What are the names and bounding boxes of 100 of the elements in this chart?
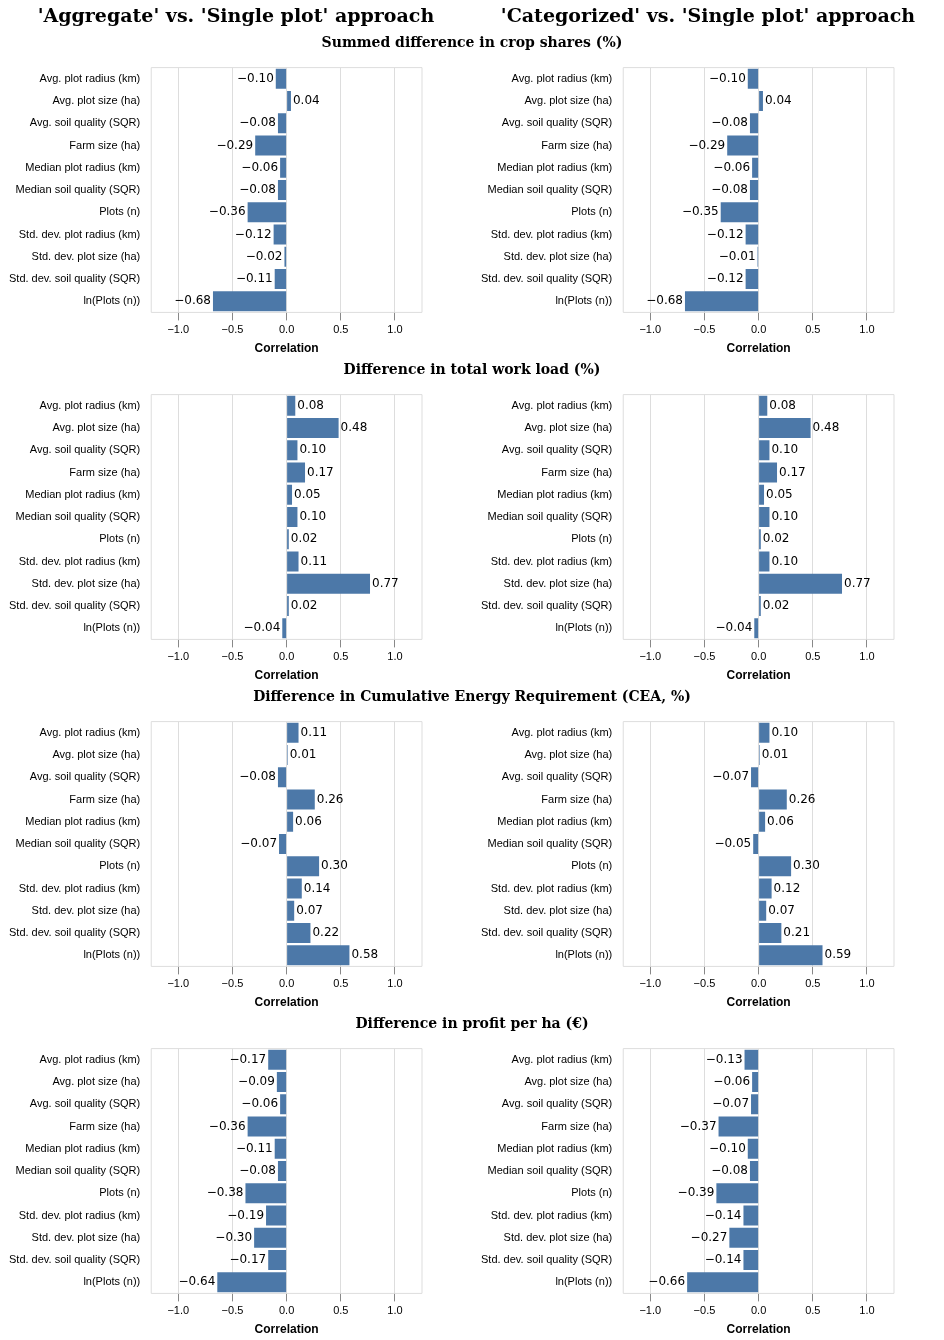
y-tick-label: Median soil quality (SQR) — [15, 183, 141, 196]
data-label: −0.29 — [688, 137, 726, 152]
bar — [759, 945, 823, 966]
x-tick-label: 1.0 — [859, 1304, 875, 1317]
data-label: 0.08 — [769, 397, 796, 412]
data-label: 0.77 — [372, 575, 399, 590]
data-label: −0.08 — [239, 769, 276, 784]
x-tick-label: −0.5 — [693, 977, 716, 990]
data-label: 0.10 — [771, 509, 799, 524]
y-tick-label: Std. dev. plot size (ha) — [503, 249, 613, 262]
data-label: 0.02 — [290, 598, 318, 613]
y-tick-label: Std. dev. plot radius (km) — [490, 1208, 613, 1221]
data-label: 0.01 — [761, 747, 789, 762]
y-tick-label: Avg. plot radius (km) — [511, 71, 613, 84]
data-label: 0.77 — [844, 575, 871, 590]
y-tick-label: Avg. soil quality (SQR) — [29, 443, 141, 456]
data-label: 0.11 — [300, 724, 328, 739]
bar — [287, 789, 315, 810]
data-label: 0.07 — [296, 902, 323, 917]
x-tick-label: 0.5 — [333, 650, 349, 663]
y-tick-label: Farm size (ha) — [541, 138, 613, 151]
y-tick-label: Avg. plot size (ha) — [524, 1075, 613, 1088]
y-tick-label: Std. dev. plot radius (km) — [18, 554, 141, 567]
x-tick-label: 1.0 — [859, 650, 875, 663]
y-tick-label: Avg. plot size (ha) — [524, 94, 613, 107]
y-tick-label: Std. dev. plot size (ha) — [503, 1230, 613, 1243]
data-label: −0.08 — [239, 182, 276, 197]
x-tick-label: 0.0 — [278, 650, 295, 663]
y-tick-label: Plots (n) — [99, 1186, 141, 1199]
y-tick-label: Median plot radius (km) — [25, 814, 141, 827]
data-label: 0.10 — [771, 553, 799, 568]
x-tick-label: 0.5 — [805, 1304, 821, 1317]
data-label: 0.14 — [303, 880, 331, 895]
bar — [751, 767, 759, 788]
chart-title: 'Aggregate' vs. 'Single plot' approach — [36, 4, 436, 26]
y-tick-label: Std. dev. soil quality (SQR) — [9, 599, 141, 612]
data-label: −0.36 — [208, 1118, 246, 1133]
bar — [287, 506, 298, 528]
data-label: 0.10 — [771, 724, 799, 739]
data-label: 0.02 — [290, 531, 318, 546]
x-axis-title: Correlation — [254, 668, 319, 683]
y-tick-label: Avg. plot size (ha) — [524, 421, 613, 434]
y-tick-label: Plots (n) — [99, 859, 141, 872]
y-tick-label: Std. dev. plot radius (km) — [490, 881, 613, 894]
y-tick-label: Avg. soil quality (SQR) — [501, 770, 613, 783]
y-tick-label: Std. dev. plot radius (km) — [490, 227, 613, 240]
y-tick-label: Avg. plot size (ha) — [52, 94, 141, 107]
bar — [759, 551, 770, 572]
data-label: 0.02 — [762, 598, 790, 613]
y-tick-label: Avg. plot radius (km) — [511, 1052, 613, 1065]
x-tick-label: −0.5 — [693, 650, 716, 663]
data-label: 0.30 — [793, 858, 820, 873]
y-tick-label: Farm size (ha) — [69, 138, 141, 151]
y-tick-label: Std. dev. soil quality (SQR) — [9, 926, 141, 939]
y-tick-label: Median plot radius (km) — [25, 1141, 141, 1154]
data-label: −0.13 — [705, 1051, 743, 1066]
x-axis-title: Correlation — [254, 341, 319, 356]
x-axis-title: Correlation — [726, 668, 791, 683]
y-tick-label: Median soil quality (SQR) — [15, 837, 141, 850]
data-label: 0.07 — [768, 902, 795, 917]
x-tick-label: 1.0 — [859, 977, 875, 990]
data-label: 0.21 — [783, 925, 811, 940]
x-axis-title: Correlation — [254, 1322, 319, 1337]
y-tick-label: Avg. plot radius (km) — [511, 725, 613, 738]
x-tick-label: 0.0 — [750, 650, 767, 663]
data-label: −0.68 — [174, 293, 211, 308]
y-tick-label: Plots (n) — [99, 205, 141, 218]
y-tick-label: ln(Plots (n)) — [83, 621, 141, 634]
y-tick-label: Std. dev. soil quality (SQR) — [481, 926, 613, 939]
bar — [287, 722, 299, 743]
data-label: −0.05 — [714, 836, 752, 851]
y-tick-label: Std. dev. plot radius (km) — [18, 881, 141, 894]
y-tick-label: Avg. plot size (ha) — [52, 748, 141, 761]
data-label: 0.04 — [764, 93, 792, 108]
bar — [759, 789, 787, 810]
data-label: 0.22 — [312, 925, 340, 940]
x-tick-label: 0.5 — [333, 1304, 349, 1317]
x-tick-label: 1.0 — [387, 1304, 403, 1317]
x-tick-label: −1.0 — [167, 323, 190, 336]
bar — [759, 856, 792, 877]
data-label: −0.04 — [243, 620, 281, 635]
y-tick-label: Std. dev. soil quality (SQR) — [481, 1253, 613, 1266]
bar — [759, 417, 811, 438]
y-tick-label: Median soil quality (SQR) — [15, 1164, 141, 1177]
y-tick-label: Median soil quality (SQR) — [487, 183, 613, 196]
data-label: −0.08 — [239, 115, 276, 130]
data-label: 0.58 — [351, 947, 379, 962]
x-tick-label: 1.0 — [387, 650, 403, 663]
y-tick-label: Plots (n) — [571, 1186, 613, 1199]
y-tick-label: ln(Plots (n)) — [83, 294, 141, 307]
bar — [287, 900, 295, 921]
data-label: 0.02 — [762, 531, 790, 546]
y-tick-label: Avg. plot radius (km) — [39, 725, 141, 738]
x-tick-label: −0.5 — [693, 323, 716, 336]
data-label: −0.04 — [715, 620, 753, 635]
data-label: 0.04 — [292, 93, 320, 108]
x-tick-label: 0.0 — [750, 977, 767, 990]
data-label: −0.09 — [238, 1074, 275, 1089]
y-tick-label: Avg. plot size (ha) — [52, 421, 141, 434]
y-tick-label: Std. dev. plot radius (km) — [18, 227, 141, 240]
